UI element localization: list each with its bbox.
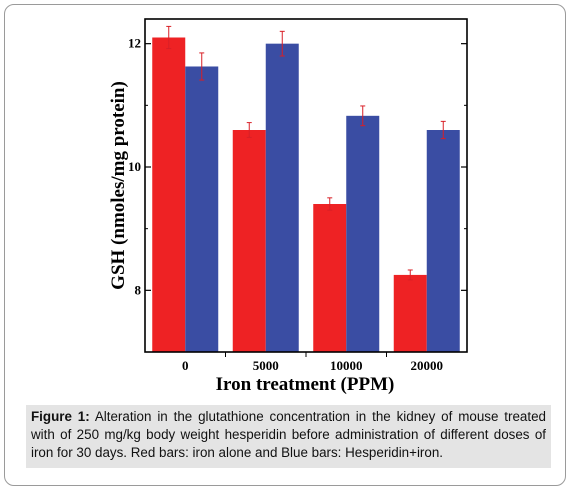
bar-s2-0 xyxy=(185,66,219,352)
caption-text: Alteration in the glutathione concentrat… xyxy=(31,409,546,460)
error-bar-s1-20000 xyxy=(407,269,413,281)
bar-s1-0 xyxy=(152,37,186,352)
error-bars-group xyxy=(166,25,446,281)
bar-s1-5000 xyxy=(232,130,266,352)
bar-s1-20000 xyxy=(393,274,427,352)
x-tick-label-10000: 10000 xyxy=(330,358,363,373)
bar-s1-10000 xyxy=(313,204,347,352)
error-bar-s2-5000 xyxy=(279,30,285,57)
x-tick-label-0: 0 xyxy=(182,358,189,373)
bar-s2-20000 xyxy=(426,130,460,352)
y-tick-label-10: 10 xyxy=(128,159,141,174)
error-bar-s2-20000 xyxy=(440,120,446,140)
error-bar-s1-5000 xyxy=(246,122,252,138)
x-tick-label-20000: 20000 xyxy=(411,358,444,373)
bar-s2-5000 xyxy=(265,43,299,353)
x-tick-label-5000: 5000 xyxy=(253,358,279,373)
x-axis-label: Iron treatment (PPM) xyxy=(216,374,395,395)
bar-s2-10000 xyxy=(346,115,380,352)
x-ticks: 0 5000 10000 20000 xyxy=(182,352,443,373)
y-axis-label: GSH (nmoles/mg protein) xyxy=(108,81,129,290)
bar-chart: 8 10 12 0 5000 10000 20000 GSH (nmoles/mg pro… xyxy=(108,18,468,395)
error-bar-s1-10000 xyxy=(327,197,333,211)
error-bar-s2-10000 xyxy=(360,105,366,127)
bars-group xyxy=(152,37,460,353)
caption-label: Figure 1: xyxy=(31,409,90,424)
error-bar-s1-0 xyxy=(166,25,172,50)
figure-caption: Figure 1: Alteration in the glutathione … xyxy=(26,405,551,468)
error-bar-s2-0 xyxy=(199,52,205,81)
y-tick-label-12: 12 xyxy=(128,36,141,51)
y-ticks: 8 10 12 xyxy=(128,36,467,353)
y-tick-label-8: 8 xyxy=(135,282,142,297)
